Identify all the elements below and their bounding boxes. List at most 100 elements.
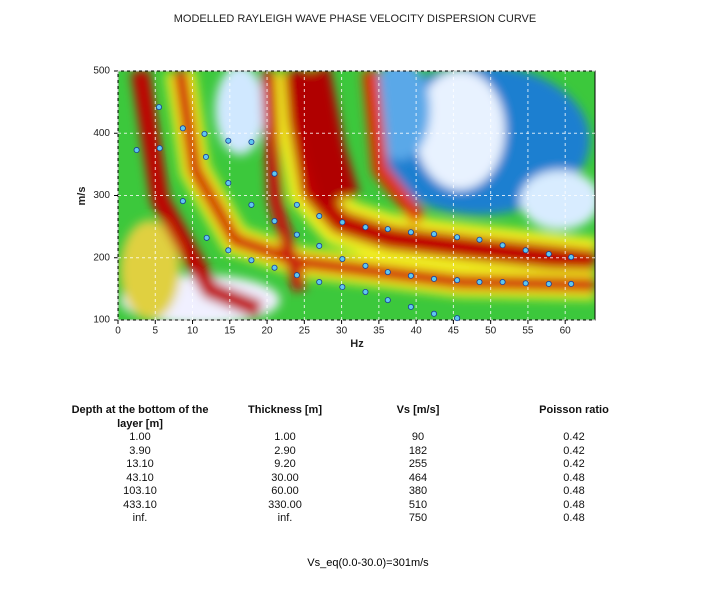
point [316, 213, 323, 220]
y-tick-label: 500 [93, 66, 110, 77]
table-cell: Depth at the bottom of the layer [m] [71, 404, 209, 430]
x-tick-label: 20 [262, 326, 274, 337]
table-cell: inf. [277, 512, 293, 524]
y-axis-label: m/s [76, 187, 88, 206]
point [202, 153, 209, 160]
point [339, 255, 346, 262]
point [407, 272, 414, 279]
point [225, 180, 232, 187]
point [362, 224, 369, 231]
table-row: 13.10 9.20 255 0.42 [0, 458, 710, 472]
point [454, 234, 461, 241]
x-axis-label: Hz [350, 338, 364, 350]
y-tick-label: 100 [93, 315, 110, 326]
table-row: 43.10 30.00 464 0.48 [0, 472, 710, 486]
chart-title: MODELLED RAYLEIGH WAVE PHASE VELOCITY DI… [174, 13, 536, 25]
table-cell: 2.90 [274, 444, 296, 457]
point [248, 257, 255, 264]
y-tick-label: 200 [93, 252, 110, 263]
table-row: inf. inf. 750 0.48 [0, 512, 710, 526]
point [339, 284, 346, 291]
point [407, 303, 414, 310]
point [271, 170, 278, 177]
table-row: 1.00 1.00 90 0.42 [0, 431, 710, 445]
point [248, 201, 255, 208]
table-row: 3.90 2.90 182 0.42 [0, 445, 710, 459]
chart: MODELLED RAYLEIGH WAVE PHASE VELOCITY DI… [76, 13, 596, 350]
x-tick-label: 0 [115, 326, 121, 337]
point [271, 218, 278, 225]
vs-eq: Vs_eq(0.0-30.0)=301m/s [307, 557, 429, 569]
y-tick-label: 300 [93, 190, 110, 201]
point [431, 310, 438, 317]
table-cell: 1.00 [274, 431, 296, 443]
point [545, 251, 552, 258]
point [454, 315, 461, 322]
y-tick-label: 400 [93, 128, 110, 139]
point [339, 219, 346, 226]
table-cell: 380 [408, 485, 428, 497]
table-cell: 510 [408, 498, 428, 511]
point [271, 264, 278, 271]
point [362, 262, 369, 269]
point [407, 229, 414, 236]
heatmap [118, 71, 595, 320]
point [201, 130, 208, 137]
point [476, 236, 483, 243]
point [156, 145, 163, 152]
point [133, 147, 140, 154]
x-tick-label: 35 [373, 326, 385, 337]
x-tick-label: 50 [485, 326, 497, 337]
point [431, 275, 438, 282]
table-cell: 1.00 [129, 431, 151, 443]
table-cell: 90 [411, 431, 425, 443]
point [316, 279, 323, 286]
point [384, 226, 391, 233]
x-tick-label: 45 [448, 326, 460, 337]
table-cell: inf. [132, 512, 148, 524]
table-cell: 43.10 [126, 471, 154, 484]
table-cell: 60.00 [271, 485, 299, 497]
point [522, 280, 529, 287]
point [545, 280, 552, 287]
layer-table: Depth at the bottom of the layer [m] Thic… [0, 404, 710, 526]
table-cell: 330.00 [268, 498, 302, 511]
point [225, 137, 232, 144]
point [155, 104, 162, 111]
table-cell: 0.48 [563, 512, 585, 524]
point [293, 272, 300, 279]
table-cell: 182 [408, 444, 428, 457]
x-tick-label: 10 [187, 326, 199, 337]
table-cell: 30.00 [271, 471, 299, 484]
point [522, 247, 529, 254]
x-tick-label: 40 [411, 326, 423, 337]
table-cell: 0.42 [563, 458, 585, 470]
x-tick-label: 25 [299, 326, 311, 337]
table-cell: 0.42 [563, 431, 585, 443]
table-row: 433.10 330.00 510 0.48 [0, 499, 710, 513]
x-tick-label: 15 [224, 326, 236, 337]
x-tick-label: 55 [522, 326, 534, 337]
table-cell: Poisson ratio [539, 404, 609, 416]
table-cell: 750 [408, 512, 428, 524]
point [225, 247, 232, 254]
point [384, 269, 391, 276]
x-tick-label: 30 [336, 326, 348, 337]
point [362, 288, 369, 295]
table-cell: Vs [m/s] [396, 404, 440, 416]
table-cell: 3.90 [129, 444, 151, 457]
table-cell: 433.10 [123, 498, 157, 511]
table-cell: 255 [408, 458, 428, 470]
table-cell: 9.20 [274, 458, 296, 470]
table-cell: 13.10 [126, 458, 154, 470]
table-cell: 0.48 [563, 485, 585, 497]
x-tick-label: 60 [560, 326, 572, 337]
table-cell: 464 [408, 471, 428, 484]
point [293, 201, 300, 208]
point [568, 254, 575, 261]
point [499, 279, 506, 286]
table-cell: 0.48 [563, 498, 585, 511]
point [454, 277, 461, 284]
table-cell: Thickness [m] [248, 404, 322, 416]
